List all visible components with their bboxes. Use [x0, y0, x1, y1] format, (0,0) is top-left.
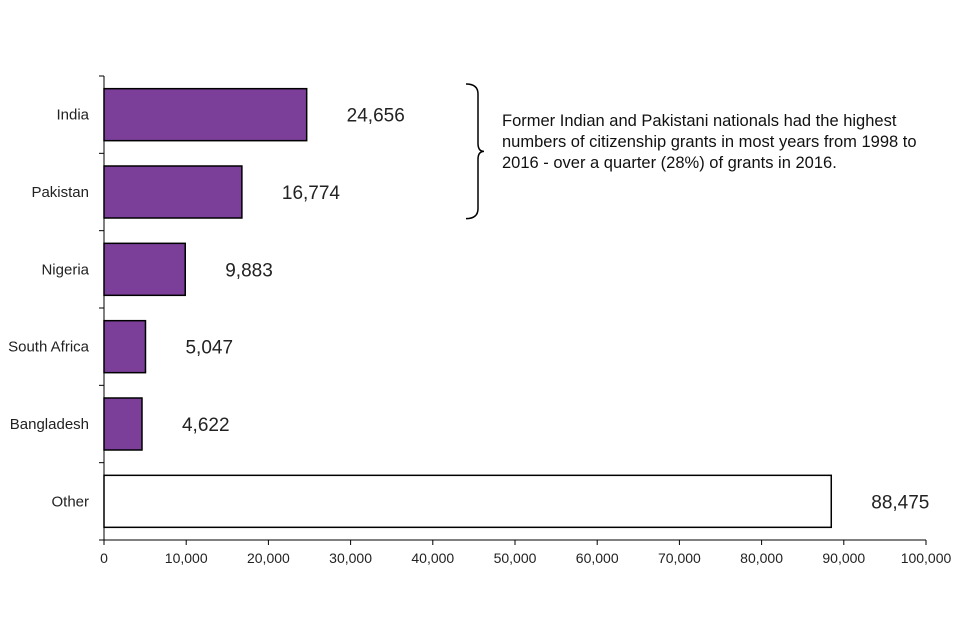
chart-bars	[103, 87, 833, 529]
annotation-text: Former Indian and Pakistani nationals ha…	[502, 111, 960, 174]
x-tick-label: 10,000	[165, 550, 208, 566]
x-tick-label: 20,000	[247, 550, 290, 566]
category-label: India	[56, 107, 89, 124]
x-tick-label: 50,000	[494, 550, 537, 566]
data-label: 24,656	[347, 106, 405, 127]
category-label: Nigeria	[41, 261, 89, 278]
chart-labels: India 24,656 Pakistan 16,774 Nigeria 9,883 Sou…	[8, 106, 929, 514]
x-tick-label: 100,000	[901, 550, 952, 566]
bar	[103, 319, 147, 374]
x-tick-label: 70,000	[658, 550, 701, 566]
category-label: Other	[51, 493, 89, 510]
bar	[103, 397, 143, 451]
category-label: Pakistan	[31, 184, 89, 201]
annotation-brace	[465, 83, 485, 220]
bar	[103, 474, 833, 529]
bar	[103, 87, 308, 142]
bar	[103, 242, 186, 297]
data-label: 9,883	[225, 260, 273, 281]
category-label: South Africa	[8, 339, 90, 356]
x-tick-label: 60,000	[576, 550, 619, 566]
data-label: 16,774	[282, 183, 341, 204]
chart-axes: 0 10,000 20,000 30,000 40,000 50,000 60,000 70,…	[99, 75, 952, 566]
data-label: 88,475	[871, 492, 929, 513]
annotation-line-1: Former Indian and Pakistani nationals ha…	[502, 112, 897, 130]
x-tick-label: 80,000	[740, 550, 783, 566]
x-tick-label: 40,000	[411, 550, 454, 566]
data-label: 5,047	[185, 338, 233, 359]
x-tick-label: 90,000	[822, 550, 865, 566]
data-label: 4,622	[182, 415, 230, 436]
annotation-line-3: 2016 - over a quarter (28%) of grants in…	[502, 154, 837, 172]
bar	[103, 165, 243, 219]
category-label: Bangladesh	[10, 416, 89, 433]
annotation-line-2: numbers of citizenship grants in most ye…	[502, 133, 917, 151]
x-tick-label: 30,000	[329, 550, 372, 566]
x-tick-label: 0	[100, 550, 108, 566]
